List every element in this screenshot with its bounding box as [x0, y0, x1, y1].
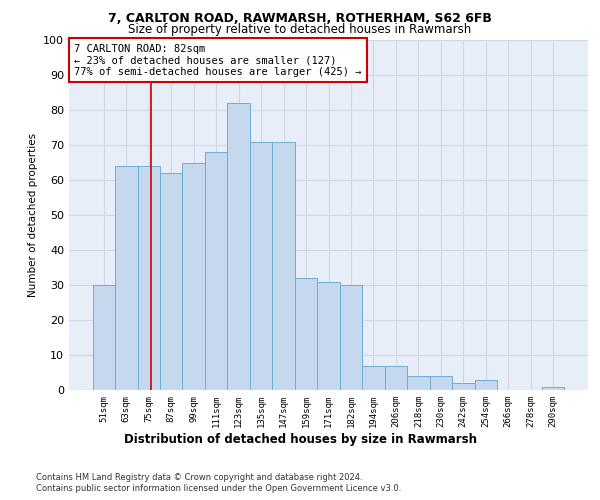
- Bar: [160, 173, 182, 390]
- Bar: [115, 166, 137, 390]
- Bar: [295, 278, 317, 390]
- Bar: [452, 383, 475, 390]
- Text: 7, CARLTON ROAD, RAWMARSH, ROTHERHAM, S62 6FB: 7, CARLTON ROAD, RAWMARSH, ROTHERHAM, S6…: [108, 12, 492, 24]
- Bar: [542, 386, 565, 390]
- Text: Distribution of detached houses by size in Rawmarsh: Distribution of detached houses by size …: [124, 432, 476, 446]
- Bar: [317, 282, 340, 390]
- Text: Size of property relative to detached houses in Rawmarsh: Size of property relative to detached ho…: [128, 22, 472, 36]
- Bar: [92, 285, 115, 390]
- Bar: [227, 103, 250, 390]
- Bar: [362, 366, 385, 390]
- Text: 7 CARLTON ROAD: 82sqm
← 23% of detached houses are smaller (127)
77% of semi-det: 7 CARLTON ROAD: 82sqm ← 23% of detached …: [74, 44, 362, 76]
- Bar: [475, 380, 497, 390]
- Text: Contains HM Land Registry data © Crown copyright and database right 2024.: Contains HM Land Registry data © Crown c…: [36, 472, 362, 482]
- Y-axis label: Number of detached properties: Number of detached properties: [28, 133, 38, 297]
- Bar: [407, 376, 430, 390]
- Bar: [137, 166, 160, 390]
- Bar: [182, 162, 205, 390]
- Bar: [205, 152, 227, 390]
- Bar: [385, 366, 407, 390]
- Bar: [272, 142, 295, 390]
- Bar: [340, 285, 362, 390]
- Bar: [250, 142, 272, 390]
- Text: Contains public sector information licensed under the Open Government Licence v3: Contains public sector information licen…: [36, 484, 401, 493]
- Bar: [430, 376, 452, 390]
